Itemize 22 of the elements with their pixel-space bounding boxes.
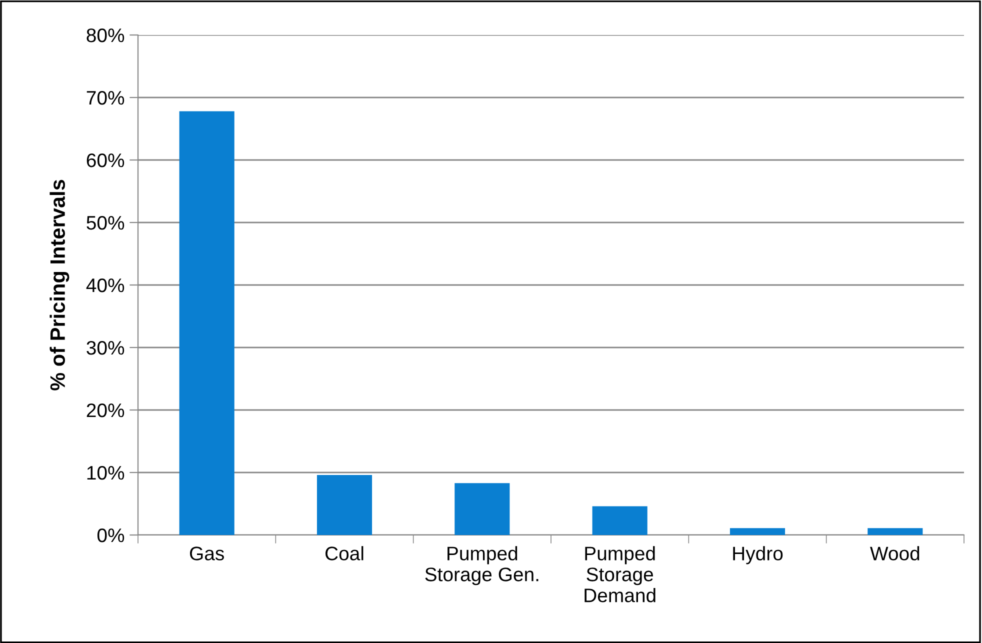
bar [454, 483, 510, 535]
y-tick-label: 40% [86, 278, 124, 292]
x-tick-label: Gas [190, 546, 224, 560]
x-tick-label: Hydro [733, 546, 783, 564]
y-axis-title: % of Pricing Intervals [50, 180, 70, 390]
bar [730, 528, 786, 535]
y-tick-label: 20% [86, 403, 124, 418]
y-tick-label: 60% [86, 153, 124, 168]
x-tick-label: Wood [870, 546, 920, 560]
bar [316, 475, 372, 535]
bar [179, 111, 234, 535]
x-tick-label: Coal [325, 546, 364, 560]
y-tick-label: 30% [86, 340, 124, 355]
x-tick-label: Pumped Storage Gen. [425, 546, 538, 586]
y-tick-label: 0% [97, 528, 124, 542]
bar [592, 506, 648, 535]
y-tick-label: 10% [87, 466, 124, 480]
y-tick-label: 80% [86, 28, 124, 42]
bar [868, 528, 923, 535]
y-tick-label: 70% [86, 90, 124, 105]
x-tick-label: Pumped Storage Demand [584, 546, 656, 602]
y-tick-label: 50% [86, 216, 124, 230]
